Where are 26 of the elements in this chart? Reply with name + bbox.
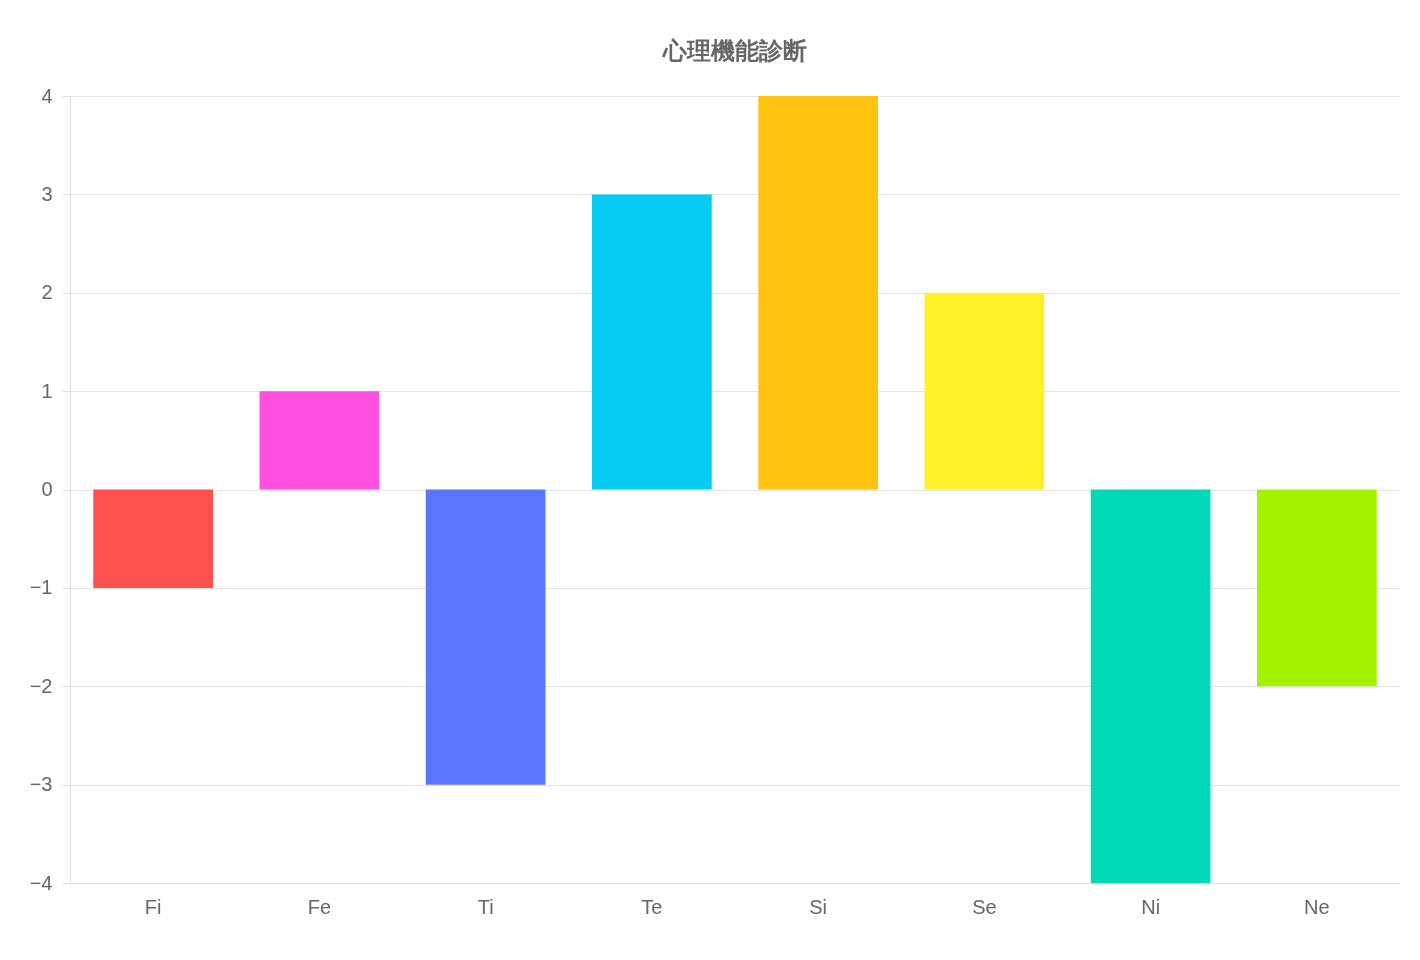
x-tick-label: Ni <box>1141 895 1161 918</box>
bar <box>93 489 213 588</box>
y-tick-label: −1 <box>29 576 53 599</box>
x-tick-label: Fi <box>144 895 162 918</box>
y-tick-label: 1 <box>41 379 53 402</box>
y-tick-label: −2 <box>29 674 53 697</box>
bar <box>1257 489 1377 687</box>
y-tick-label: −3 <box>29 773 53 796</box>
x-tick-label: Ti <box>477 895 494 918</box>
bar <box>758 96 878 490</box>
bar <box>924 292 1045 490</box>
bar <box>425 489 546 785</box>
y-tick-label: 2 <box>41 281 53 304</box>
y-tick-label: 3 <box>41 182 53 205</box>
x-tick-label: Te <box>641 895 663 918</box>
x-tick-label: Fe <box>307 895 332 918</box>
bar <box>592 194 712 490</box>
bar <box>259 391 380 490</box>
x-tick-label: Si <box>809 895 828 918</box>
y-tick-label: −4 <box>29 871 53 894</box>
x-tick-label: Ne <box>1304 895 1330 918</box>
chart-title: 心理機能診断 <box>662 37 807 64</box>
bar <box>1090 489 1211 883</box>
y-tick-label: 0 <box>41 478 53 500</box>
x-tick-label: Se <box>972 895 997 918</box>
y-tick-label: 4 <box>41 84 53 107</box>
